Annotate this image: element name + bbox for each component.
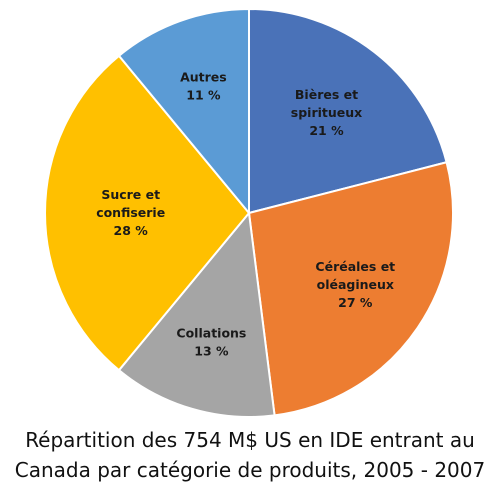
slice-value-label: 27 %: [338, 295, 373, 310]
pie-chart: Bières et spiritueux 21 % Céréales et oléagi…: [44, 7, 454, 418]
slice-category-label: Autres: [180, 69, 227, 84]
chart-title-line-2: Canada par catégorie de produits, 2005 -…: [14, 458, 486, 482]
slice-category-label: Bières et: [295, 87, 358, 102]
slice-category-label: confiserie: [96, 205, 165, 220]
slice-category-label: Sucre et: [101, 187, 160, 202]
slice-value-label: 21 %: [309, 123, 344, 138]
pie-slice: [117, 210, 276, 418]
slice-label: Sucre et confiserie 28 %: [96, 187, 165, 238]
chart-title-line-1: Répartition des 754 M$ US en IDE entrant…: [25, 428, 475, 452]
slice-label: Bières et spiritueux 21 %: [291, 87, 362, 138]
pie-slice: [247, 161, 454, 417]
slice-category-label: Céréales et: [315, 259, 395, 274]
pie-slice: [117, 7, 250, 216]
pie-slice: [44, 54, 251, 372]
slice-category-label: spiritueux: [291, 105, 362, 120]
slice-label: Collations 13 %: [176, 325, 246, 358]
slice-label: Céréales et oléagineux 27 %: [315, 259, 395, 310]
slice-label: Autres 11 %: [180, 69, 227, 102]
slice-category-label: Collations: [176, 325, 246, 340]
chart-title: Répartition des 754 M$ US en IDE entrant…: [0, 425, 500, 485]
slice-value-label: 13 %: [194, 343, 229, 358]
slice-value-label: 28 %: [114, 223, 149, 238]
pie-slice: [248, 7, 448, 215]
slice-value-label: 11 %: [186, 87, 221, 102]
slice-category-label: oléagineux: [317, 277, 394, 292]
